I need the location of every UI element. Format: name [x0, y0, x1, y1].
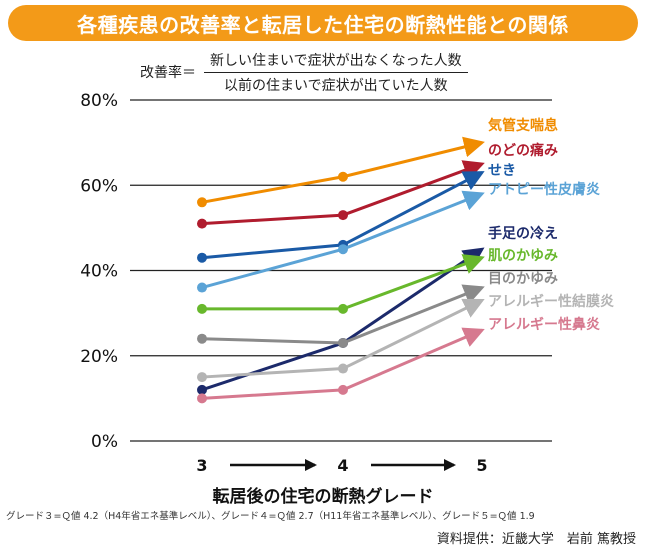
data-point — [197, 197, 207, 208]
y-tick-label: 0% — [91, 432, 118, 452]
grade-note: グレード３=Ｑ値 4.2（H4年省エネ基準レベル）、グレード４=Ｑ値 2.7（H… — [6, 511, 535, 522]
series-group: のどの痛み — [197, 142, 558, 229]
data-point — [197, 333, 207, 344]
data-point — [338, 363, 348, 374]
series-label: 気管支喘息 — [488, 117, 558, 134]
formula-lhs: 改善率＝ — [140, 65, 196, 81]
y-tick-label: 60% — [80, 176, 118, 196]
data-point — [197, 393, 207, 404]
x-tick-label: 3 — [196, 456, 207, 475]
x-axis-arrowhead — [305, 459, 317, 471]
series-label: 肌のかゆみ — [488, 248, 558, 264]
y-tick-label: 20% — [80, 347, 118, 367]
data-point — [197, 372, 207, 383]
data-point — [338, 337, 348, 348]
data-point — [338, 303, 348, 314]
series-label: アトピー性皮膚炎 — [488, 181, 600, 198]
x-tick-label: 5 — [476, 456, 487, 475]
x-axis-arrowhead — [444, 459, 456, 471]
data-point — [197, 252, 207, 263]
data-point — [197, 218, 207, 229]
formula: 改善率＝ 新しい住まいで症状が出なくなった人数 以前の住まいで症状が出ていた人数 — [140, 50, 468, 95]
series-line — [202, 254, 485, 311]
series-group: 肌のかゆみ — [197, 248, 558, 314]
series-group: 気管支喘息 — [197, 117, 558, 208]
series-group: アレルギー性結膜炎 — [197, 293, 614, 383]
formula-fraction: 新しい住まいで症状が出なくなった人数 以前の住まいで症状が出ていた人数 — [204, 50, 468, 95]
series-group: アトピー性皮膚炎 — [197, 181, 600, 293]
series-label: 目のかゆみ — [488, 271, 558, 287]
data-point — [197, 384, 207, 395]
y-tick-label: 40% — [80, 262, 118, 282]
series-label: せき — [488, 163, 516, 179]
series-label: 手足の冷え — [488, 225, 558, 242]
data-point — [197, 303, 207, 314]
data-point — [338, 384, 348, 395]
source-credit: 資料提供：近畿大学 岩前 篤教授 — [436, 532, 636, 547]
series-group: せき — [197, 163, 516, 263]
data-point — [197, 282, 207, 293]
formula-numerator: 新しい住まいで症状が出なくなった人数 — [204, 50, 468, 73]
series-group: アレルギー性鼻炎 — [197, 316, 600, 404]
y-tick-label: 80% — [80, 91, 118, 111]
data-point — [338, 210, 348, 221]
x-tick-label: 4 — [337, 456, 348, 475]
data-point — [338, 171, 348, 182]
data-point — [338, 244, 348, 255]
series-label: アレルギー性鼻炎 — [488, 316, 600, 333]
series-label: アレルギー性結膜炎 — [488, 293, 614, 310]
x-axis-label: 転居後の住宅の断熱グレード — [212, 487, 434, 507]
series-label: のどの痛み — [488, 142, 558, 159]
formula-denominator: 以前の住まいで症状が出ていた人数 — [224, 77, 448, 94]
series-group: 目のかゆみ — [197, 271, 558, 348]
series-line — [201, 284, 485, 345]
chart-title: 各種疾患の改善率と転居した住宅の断熱性能との関係 — [8, 5, 638, 41]
